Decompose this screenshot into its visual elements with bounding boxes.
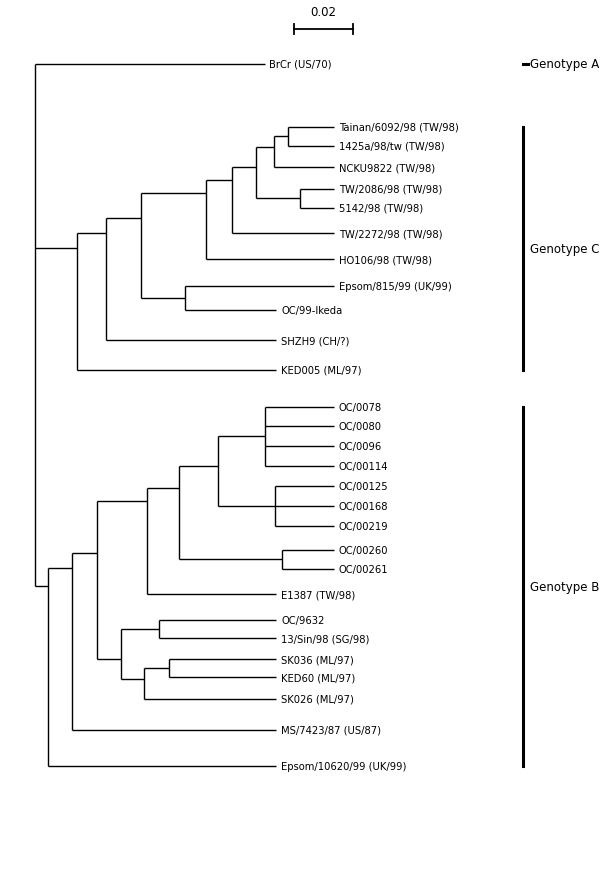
Text: NCKU9822 (TW/98): NCKU9822 (TW/98) [339,163,435,173]
Text: 1425a/98/tw (TW/98): 1425a/98/tw (TW/98) [339,141,445,151]
Text: TW/2272/98 (TW/98): TW/2272/98 (TW/98) [339,229,442,239]
Text: E1387 (TW/98): E1387 (TW/98) [281,590,355,600]
Text: SK036 (ML/97): SK036 (ML/97) [281,654,354,665]
Text: OC/00125: OC/00125 [339,481,388,492]
Text: OC/0080: OC/0080 [339,422,382,432]
Text: OC/99-Ikeda: OC/99-Ikeda [281,306,343,316]
Text: 0.02: 0.02 [311,6,337,19]
Text: OC/00219: OC/00219 [339,521,388,531]
Text: Epsom/815/99 (UK/99): Epsom/815/99 (UK/99) [339,282,452,291]
Text: Epsom/10620/99 (UK/99): Epsom/10620/99 (UK/99) [281,761,407,771]
Text: Genotype A: Genotype A [530,58,600,71]
Text: OC/9632: OC/9632 [281,615,325,625]
Text: TW/2086/98 (TW/98): TW/2086/98 (TW/98) [339,184,442,194]
Text: OC/00261: OC/00261 [339,564,388,574]
Text: Genotype B: Genotype B [530,580,600,593]
Text: Genotype C: Genotype C [530,242,600,255]
Text: KED005 (ML/97): KED005 (ML/97) [281,365,362,375]
Text: OC/0078: OC/0078 [339,402,382,412]
Text: SK026 (ML/97): SK026 (ML/97) [281,694,354,704]
Text: HO106/98 (TW/98): HO106/98 (TW/98) [339,255,432,265]
Text: SHZH9 (CH/?): SHZH9 (CH/?) [281,336,350,346]
Text: BrCr (US/70): BrCr (US/70) [269,60,332,69]
Text: OC/0096: OC/0096 [339,442,382,452]
Text: MS/7423/87 (US/87): MS/7423/87 (US/87) [281,725,381,735]
Text: Tainan/6092/98 (TW/98): Tainan/6092/98 (TW/98) [339,123,458,133]
Text: OC/00168: OC/00168 [339,501,388,511]
Text: OC/00260: OC/00260 [339,545,388,555]
Text: KED60 (ML/97): KED60 (ML/97) [281,673,355,682]
Text: 5142/98 (TW/98): 5142/98 (TW/98) [339,204,423,213]
Text: OC/00114: OC/00114 [339,462,388,471]
Text: 13/Sin/98 (SG/98): 13/Sin/98 (SG/98) [281,634,370,644]
